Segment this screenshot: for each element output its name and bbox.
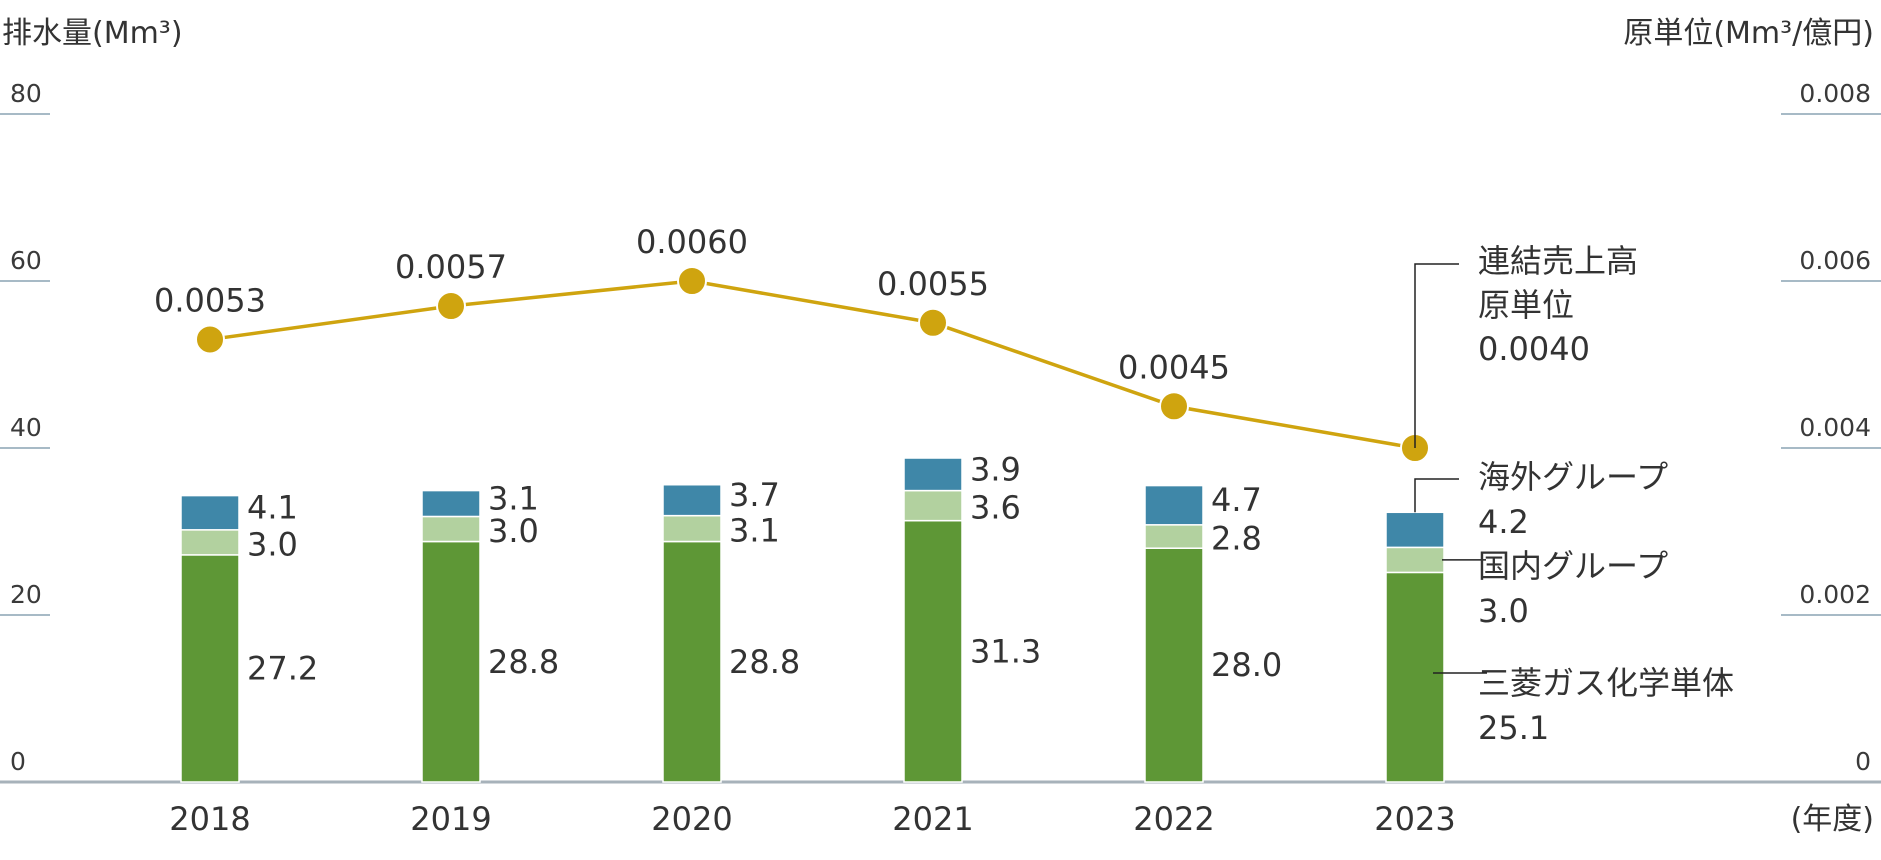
bar-segment — [180, 554, 240, 783]
domestic-callout-text: 3.0 — [1478, 592, 1529, 630]
bar-segment — [180, 494, 240, 531]
right-tick-label: 0.004 — [1799, 413, 1871, 442]
intensity-point — [677, 266, 707, 296]
bar-segment — [1385, 546, 1445, 574]
right-axis-title: 原単位(Mm³/億円) — [1623, 16, 1874, 51]
left-tick-label: 20 — [10, 580, 42, 609]
bar-segment — [421, 515, 481, 543]
stacked-bars — [180, 457, 1445, 783]
intensity-point — [436, 291, 466, 322]
bar-value-label: 28.0 — [1211, 646, 1282, 684]
domestic-callout-text: 国内グループ — [1478, 547, 1668, 585]
overseas-callout-leader — [1414, 478, 1459, 513]
left-tick-label: 0 — [10, 747, 26, 776]
x-tick-label: 2023 — [1374, 800, 1455, 838]
intensity-point — [918, 307, 948, 338]
bar-segment — [421, 489, 481, 518]
left-tick-label: 40 — [10, 413, 42, 442]
parent-callout-text: 三菱ガス化学単体 — [1478, 664, 1734, 702]
bar-segment — [421, 540, 481, 783]
bar-value-label: 3.9 — [970, 450, 1021, 488]
bar-segment — [662, 540, 722, 783]
right-tick-label: 0.008 — [1799, 79, 1871, 108]
bar-value-label: 3.7 — [729, 476, 780, 514]
left-axis-title: 排水量(Mm³) — [2, 16, 183, 51]
overseas-callout-text: 4.2 — [1478, 503, 1529, 541]
intensity-value-label: 0.0055 — [877, 265, 989, 303]
bar-value-label: 3.0 — [488, 512, 539, 550]
bar-value-label: 31.3 — [970, 632, 1041, 670]
x-tick-label: 2018 — [169, 800, 250, 838]
right-tick-label: 0.006 — [1799, 246, 1871, 275]
intensity-value-label: 0.0060 — [636, 223, 748, 261]
bar-value-label: 3.6 — [970, 489, 1021, 527]
intensity-line — [195, 266, 1430, 463]
bar-segment — [1385, 571, 1445, 783]
bar-value-label: 27.2 — [247, 649, 318, 687]
bar-segment — [662, 514, 722, 543]
left-tick-label: 80 — [10, 79, 42, 108]
bar-segment — [1144, 524, 1204, 549]
line-callout-text: 連結売上高 — [1478, 242, 1638, 280]
bar-value-label: 28.8 — [488, 643, 559, 681]
right-tick-label: 0.002 — [1799, 580, 1871, 609]
intensity-value-label: 0.0045 — [1118, 348, 1230, 386]
x-tick-label: 2021 — [892, 800, 973, 838]
bar-segment — [903, 519, 963, 783]
bar-value-label: 3.1 — [729, 512, 780, 550]
value-labels: 27.23.04.128.83.03.128.83.13.731.33.63.9… — [154, 223, 1282, 687]
bar-segment — [903, 457, 963, 492]
right-tick-label: 0 — [1855, 747, 1871, 776]
bar-value-label: 3.0 — [247, 525, 298, 563]
intensity-value-label: 0.0053 — [154, 281, 266, 319]
intensity-point — [195, 324, 225, 355]
x-axis-unit: (年度) — [1791, 802, 1874, 837]
bar-segment — [1385, 511, 1445, 549]
intensity-value-label: 0.0057 — [395, 248, 507, 286]
bar-segment — [180, 529, 240, 556]
x-tick-label: 2019 — [410, 800, 491, 838]
line-callout-leader — [1414, 263, 1459, 448]
axes: 排水量(Mm³) 原単位(Mm³/億円) (年度) 0 0 20 0.002 40 0.0… — [2, 16, 1874, 838]
bar-value-label: 3.1 — [488, 480, 539, 518]
bar-segment — [1144, 547, 1204, 783]
bar-segment — [903, 489, 963, 522]
x-tick-label: 2020 — [651, 800, 732, 838]
bar-value-label: 4.7 — [1211, 481, 1262, 519]
bar-value-label: 28.8 — [729, 643, 800, 681]
parent-callout-text: 25.1 — [1478, 709, 1549, 747]
overseas-callout-text: 海外グループ — [1478, 458, 1668, 496]
bar-value-label: 2.8 — [1211, 520, 1262, 558]
intensity-point — [1159, 391, 1189, 422]
bar-value-label: 4.1 — [247, 489, 298, 527]
left-tick-label: 60 — [10, 246, 42, 275]
line-callout-text: 原単位 — [1478, 286, 1574, 324]
line-callout-text: 0.0040 — [1478, 330, 1590, 368]
x-tick-label: 2022 — [1133, 800, 1214, 838]
bar-segment — [662, 483, 722, 517]
intensity-polyline — [209, 279, 1416, 450]
bar-segment — [1144, 484, 1204, 526]
